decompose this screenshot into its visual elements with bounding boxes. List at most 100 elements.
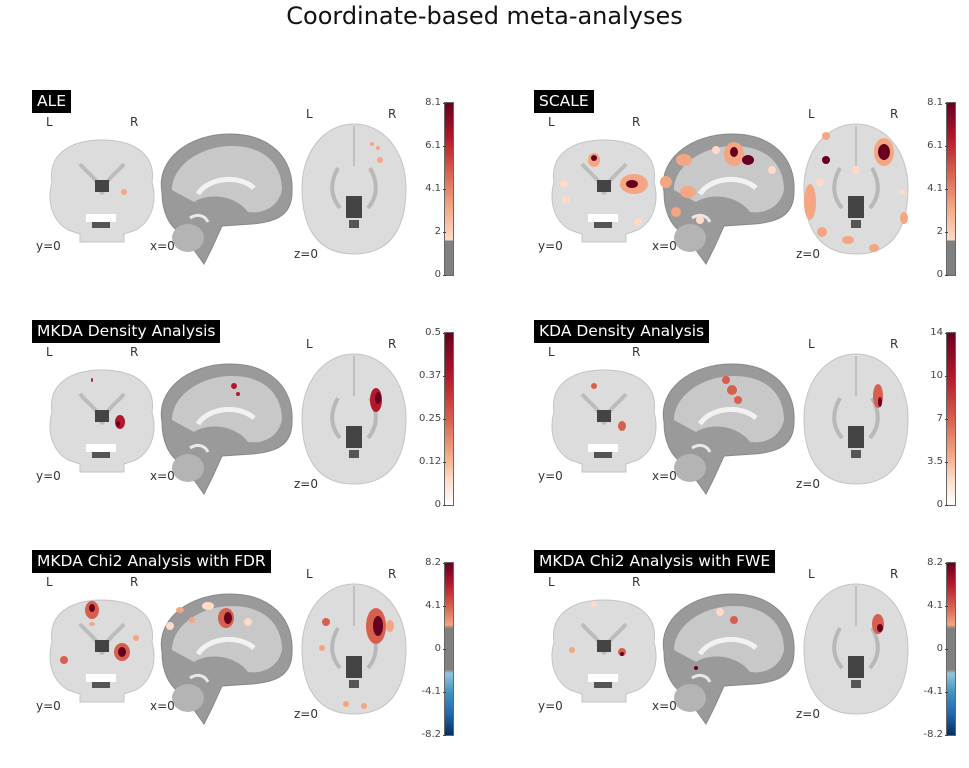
colorbar-tick-label: 6.1 xyxy=(419,141,446,151)
axial-slice xyxy=(803,353,909,485)
activation-blob xyxy=(376,146,380,150)
x-coordinate-label: x=0 xyxy=(652,699,677,713)
activation-blob xyxy=(680,186,696,198)
activation-blob xyxy=(319,645,325,651)
activation-blob xyxy=(166,622,174,630)
activation-blob xyxy=(626,180,638,188)
activation-blob xyxy=(370,142,374,146)
activation-blob xyxy=(742,155,754,165)
colorbar-tick-label: 14 xyxy=(921,328,948,338)
activation-blob xyxy=(734,396,742,404)
activation-blob xyxy=(730,147,738,157)
activation-blob xyxy=(722,376,730,384)
activation-blob xyxy=(872,614,884,634)
colorbar-tick-label: 8.1 xyxy=(921,98,948,108)
left-label: L xyxy=(808,567,815,581)
activation-blob xyxy=(236,392,240,396)
y-coordinate-label: y=0 xyxy=(36,699,61,713)
activation-blob xyxy=(696,216,704,224)
activation-blob xyxy=(817,227,827,237)
left-label: L xyxy=(808,337,815,351)
colorbar-tick-label: 0 xyxy=(419,270,446,280)
activation-blob xyxy=(89,622,95,626)
activation-blob xyxy=(634,218,642,226)
brain-slices: L Ry=0 x=0 L Rz=0 xyxy=(36,567,407,725)
sagittal-slice xyxy=(160,593,293,725)
activation-blob xyxy=(322,618,330,626)
activation-blob xyxy=(694,666,698,670)
right-label: R xyxy=(130,575,138,589)
activation-blob xyxy=(620,652,624,656)
activation-blob xyxy=(231,383,237,389)
coronal-slice xyxy=(551,369,657,473)
right-label: R xyxy=(388,107,396,121)
brain-slices: L Ry=0 x=0 L Rz=0 xyxy=(36,337,407,495)
y-coordinate-label: y=0 xyxy=(538,239,563,253)
activation-blob xyxy=(560,180,568,188)
activation-blob xyxy=(618,421,626,431)
left-label: L xyxy=(46,575,53,589)
activation-blob xyxy=(224,612,232,624)
activation-blob xyxy=(822,156,830,164)
activation-blob xyxy=(189,617,195,623)
activation-blob xyxy=(89,604,95,612)
activation-blob xyxy=(822,132,830,140)
sagittal-slice xyxy=(160,133,293,265)
activation-blob xyxy=(869,244,879,252)
coronal-slice xyxy=(49,369,155,473)
brain-slices: L Ry=0 x=0 L Rz=0 xyxy=(538,567,909,725)
sagittal-slice xyxy=(662,593,795,725)
activation-blob xyxy=(343,701,349,707)
z-coordinate-label: z=0 xyxy=(796,247,820,261)
right-label: R xyxy=(632,345,640,359)
colorbar-tick-label: -8.2 xyxy=(419,730,446,740)
x-coordinate-label: x=0 xyxy=(652,469,677,483)
colorbar-tick-label: 2 xyxy=(419,227,446,237)
z-coordinate-label: z=0 xyxy=(294,247,318,261)
colorbar-tick-label: -4.1 xyxy=(419,687,446,697)
activation-blob xyxy=(768,166,776,174)
activation-blob xyxy=(591,383,597,389)
brain-slices: L Ry=0 x=0 L Rz=0 xyxy=(538,337,909,495)
activation-blob xyxy=(712,146,720,154)
colorbar-tick-label: 0.25 xyxy=(419,413,446,424)
right-label: R xyxy=(632,575,640,589)
activation-blob xyxy=(899,189,905,195)
z-coordinate-label: z=0 xyxy=(796,707,820,721)
colorbar-tick-label: 0 xyxy=(921,270,948,280)
z-coordinate-label: z=0 xyxy=(796,477,820,491)
right-label: R xyxy=(632,115,640,129)
left-label: L xyxy=(46,115,53,129)
axial-slice xyxy=(803,583,909,715)
colorbar-tick-label: 0 xyxy=(921,644,948,654)
activation-blob xyxy=(375,392,381,404)
y-coordinate-label: y=0 xyxy=(538,699,563,713)
x-coordinate-label: x=0 xyxy=(150,469,175,483)
right-label: R xyxy=(890,337,898,351)
activation-blob xyxy=(816,178,824,186)
activation-blob xyxy=(202,602,214,610)
figure-title: Coordinate-based meta-analyses xyxy=(286,2,683,30)
colorbar-tick-label: 0.37 xyxy=(419,370,446,381)
axial-slice xyxy=(803,123,909,255)
activation-blob xyxy=(60,656,68,664)
panel-title: ALE xyxy=(32,90,72,113)
activation-blob xyxy=(660,176,672,188)
colorbar-tick-label: 2 xyxy=(921,227,948,237)
colorbar-tick-label: 4.1 xyxy=(419,601,446,611)
activation-blob xyxy=(727,385,737,395)
activation-blob xyxy=(377,157,383,163)
left-label: L xyxy=(306,567,313,581)
axial-slice xyxy=(301,353,407,485)
left-label: L xyxy=(306,337,313,351)
left-label: L xyxy=(808,107,815,121)
right-label: R xyxy=(130,345,138,359)
x-coordinate-label: x=0 xyxy=(150,699,175,713)
y-coordinate-label: y=0 xyxy=(36,469,61,483)
coronal-slice xyxy=(49,139,155,243)
panel-title: MKDA Chi2 Analysis with FDR xyxy=(32,550,271,573)
